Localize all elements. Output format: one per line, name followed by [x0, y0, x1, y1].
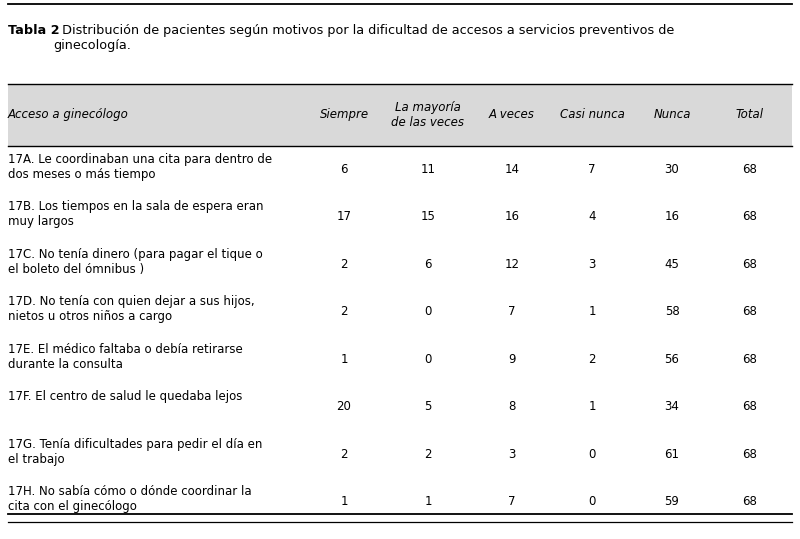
Text: 17C. No tenía dinero (para pagar el tique o
el boleto del ómnibus ): 17C. No tenía dinero (para pagar el tiqu… [8, 247, 262, 275]
Text: 20: 20 [337, 400, 351, 413]
Text: 0: 0 [424, 353, 432, 366]
Text: Siempre: Siempre [319, 108, 369, 121]
Text: 1: 1 [588, 305, 596, 318]
Text: Nunca: Nunca [654, 108, 690, 121]
Text: 0: 0 [588, 448, 596, 461]
Text: 7: 7 [588, 163, 596, 176]
Text: 0: 0 [424, 305, 432, 318]
Text: 11: 11 [421, 163, 435, 176]
Text: 17D. No tenía con quien dejar a sus hijos,
nietos u otros niños a cargo: 17D. No tenía con quien dejar a sus hijo… [8, 295, 254, 323]
Text: 2: 2 [340, 258, 348, 271]
Text: 8: 8 [508, 400, 516, 413]
Text: 2: 2 [340, 305, 348, 318]
Text: 68: 68 [742, 305, 758, 318]
Text: 9: 9 [508, 353, 516, 366]
Text: 30: 30 [665, 163, 679, 176]
Text: 34: 34 [665, 400, 679, 413]
Text: Acceso a ginecólogo: Acceso a ginecólogo [8, 108, 129, 121]
Text: 0: 0 [588, 495, 596, 508]
Text: 4: 4 [588, 210, 596, 223]
Text: 58: 58 [665, 305, 679, 318]
Text: 17G. Tenía dificultades para pedir el día en
el trabajo: 17G. Tenía dificultades para pedir el dí… [8, 438, 262, 466]
Text: A veces: A veces [489, 108, 535, 121]
Text: 2: 2 [340, 448, 348, 461]
Text: 68: 68 [742, 258, 758, 271]
Text: 15: 15 [421, 210, 435, 223]
Text: 17F. El centro de salud le quedaba lejos: 17F. El centro de salud le quedaba lejos [8, 390, 242, 403]
Text: Tabla 2: Tabla 2 [8, 24, 60, 37]
Text: 59: 59 [665, 495, 679, 508]
Text: 17B. Los tiempos en la sala de espera eran
muy largos: 17B. Los tiempos en la sala de espera er… [8, 200, 263, 228]
Text: . Distribución de pacientes según motivos por la dificultad de accesos a servici: . Distribución de pacientes según motivo… [54, 24, 674, 52]
Text: 12: 12 [505, 258, 519, 271]
Text: 5: 5 [424, 400, 432, 413]
Text: La mayoría
de las veces: La mayoría de las veces [391, 101, 465, 128]
Text: 68: 68 [742, 210, 758, 223]
Text: 17E. El médico faltaba o debía retirarse
durante la consulta: 17E. El médico faltaba o debía retirarse… [8, 343, 242, 370]
Text: 17H. No sabía cómo o dónde coordinar la
cita con el ginecólogo: 17H. No sabía cómo o dónde coordinar la … [8, 485, 252, 513]
Text: 1: 1 [340, 495, 348, 508]
Text: 7: 7 [508, 495, 516, 508]
Text: 68: 68 [742, 400, 758, 413]
Text: 68: 68 [742, 353, 758, 366]
Text: 3: 3 [588, 258, 596, 271]
Text: 2: 2 [588, 353, 596, 366]
Text: 16: 16 [505, 210, 519, 223]
Text: 16: 16 [665, 210, 679, 223]
Text: 17A. Le coordinaban una cita para dentro de
dos meses o más tiempo: 17A. Le coordinaban una cita para dentro… [8, 153, 272, 181]
Text: Casi nunca: Casi nunca [559, 108, 625, 121]
Text: 68: 68 [742, 448, 758, 461]
Text: 6: 6 [340, 163, 348, 176]
Text: 3: 3 [508, 448, 516, 461]
Text: 68: 68 [742, 495, 758, 508]
Text: 1: 1 [424, 495, 432, 508]
Text: 2: 2 [424, 448, 432, 461]
Bar [8, 84, 792, 146]
Text: 45: 45 [665, 258, 679, 271]
Text: 6: 6 [424, 258, 432, 271]
Text: 14: 14 [505, 163, 519, 176]
Text: 61: 61 [665, 448, 679, 461]
Text: 17: 17 [337, 210, 351, 223]
Text: 1: 1 [588, 400, 596, 413]
Text: 7: 7 [508, 305, 516, 318]
Text: Total: Total [736, 108, 764, 121]
Text: 56: 56 [665, 353, 679, 366]
Text: 68: 68 [742, 163, 758, 176]
Text: 1: 1 [340, 353, 348, 366]
